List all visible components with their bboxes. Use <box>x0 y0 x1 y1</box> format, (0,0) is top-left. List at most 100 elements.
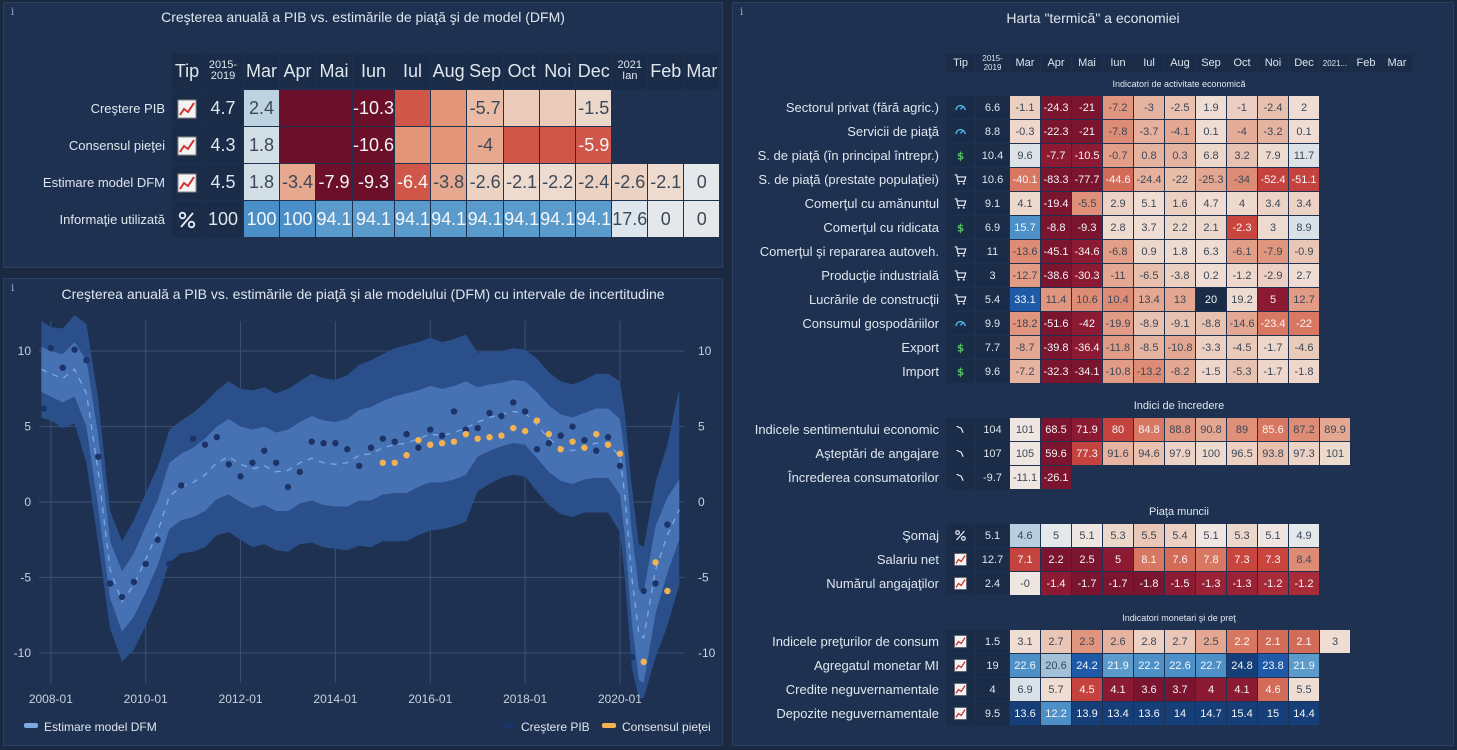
gdp-value-cell: -2.2 <box>540 164 576 200</box>
heat-value-cell: -2.4 <box>1258 96 1288 119</box>
heat-value-cell: 10.4 <box>1103 288 1133 311</box>
gdp-value-cell <box>612 90 647 126</box>
gdp-value-cell <box>316 127 352 163</box>
gdp-value-cell: 94.1 <box>316 201 352 237</box>
gdp-point <box>664 521 671 528</box>
heat-value-cell: -40.1 <box>1010 168 1040 191</box>
x-tick-label: 2012-01 <box>219 692 263 706</box>
heat-empty-cell <box>1320 678 1350 701</box>
gdp-point <box>652 580 659 587</box>
gdp-point <box>474 424 481 432</box>
gdp-value-cell: 0 <box>684 201 720 237</box>
heat-empty-cell <box>1382 524 1412 547</box>
heat-value-cell: 7.9 <box>1258 144 1288 167</box>
gdp-value-cell: 94.1 <box>353 201 395 237</box>
heat-table-row: Numărul angajaţilor 2.4 -0 -1.4 -1.7 -1.7 -1.8… <box>739 572 1412 595</box>
heat-empty-cell <box>1351 288 1381 311</box>
heat-avg-cell: 5.4 <box>976 288 1009 311</box>
heat-row-label: S. de piaţă (prestate populaţiei) <box>758 172 939 187</box>
gdp-header-cell: Oct <box>504 53 540 89</box>
gdp-table-row: Consensul pieţei 4.3 1.8 -10.6 -4 -5.9 <box>15 127 719 163</box>
heat-table-row: Sectorul privat (fără agric.) 6.6 -1.1 -24.… <box>739 96 1412 119</box>
heat-empty-cell <box>1382 336 1412 359</box>
gdp-value-cell <box>431 90 467 126</box>
gdp-avg-cell: 4.3 <box>203 127 243 163</box>
gdp-point <box>261 447 268 454</box>
heat-value-cell: -8.8 <box>1196 312 1226 335</box>
heat-empty-cell <box>1382 548 1412 571</box>
consensus-point <box>604 441 612 448</box>
heat-avg-cell: 3 <box>976 264 1009 287</box>
heat-empty-cell <box>1320 288 1350 311</box>
heat-value-cell: -3.7 <box>1134 120 1164 143</box>
cart-icon <box>946 192 975 215</box>
line-chart-icon <box>946 654 975 677</box>
gdp-point <box>355 462 363 469</box>
gdp-table-row: Estimare model DFM 4.5 1.8 -3.4 -7.9 -9.3 -6.4… <box>15 164 720 200</box>
heat-value-cell: -1.3 <box>1227 572 1257 595</box>
heat-value-cell: 15.4 <box>1227 702 1257 725</box>
gdp-value-cell: -2.4 <box>576 164 612 200</box>
speedometer-icon <box>946 120 975 143</box>
consensus-point <box>664 587 671 595</box>
gdp-value-cell: 1.8 <box>244 164 279 200</box>
line-chart-icon <box>172 164 202 200</box>
heat-table-row: Comerţul cu ridicata $6.9 15.7 -8.8 -9.3 2.8 3… <box>739 216 1412 239</box>
heat-empty-cell <box>1289 466 1319 489</box>
heat-empty-cell <box>1320 336 1350 359</box>
info-icon[interactable]: i <box>11 7 15 18</box>
heat-avg-cell: 11 <box>976 240 1009 263</box>
heat-value-cell: 4.6 <box>1258 678 1288 701</box>
heat-value-cell: -24.4 <box>1134 168 1164 191</box>
outer-uncertainty-band <box>41 314 680 699</box>
heat-value-cell: -8.2 <box>1165 360 1195 383</box>
heat-value-cell: -34.6 <box>1072 240 1102 263</box>
heat-value-cell: -2.5 <box>1165 96 1195 119</box>
x-tick-label: 2014-01 <box>313 692 357 706</box>
heat-value-cell: 21.9 <box>1103 654 1133 677</box>
gdp-value-cell: 0 <box>684 164 720 200</box>
gdp-value-cell <box>395 127 431 163</box>
gdp-value-cell: -5.7 <box>467 90 504 126</box>
line-chart-icon <box>946 572 975 595</box>
heat-value-cell: 23.8 <box>1258 654 1288 677</box>
heat-value-cell: 89 <box>1227 418 1257 441</box>
info-icon[interactable]: i <box>740 7 744 18</box>
heat-row-label: Indicele sentimentului economic <box>754 422 939 437</box>
heat-table-row: Indicele preţurilor de consum 1.5 3.1 2.7 2.… <box>739 630 1412 653</box>
y-tick-label-right: 10 <box>698 344 712 358</box>
heat-value-cell: 7.6 <box>1165 548 1195 571</box>
heat-empty-cell <box>1351 96 1381 119</box>
gdp-point <box>569 423 576 430</box>
heat-row-label: Servicii de piaţă <box>847 124 939 139</box>
info-icon[interactable]: i <box>11 283 15 294</box>
heat-value-cell: -11.1 <box>1010 466 1040 489</box>
heat-row-label: Comerţul cu amănuntul <box>804 196 939 211</box>
heat-value-cell: 6.3 <box>1196 240 1226 263</box>
dollar-icon: $ <box>946 216 975 239</box>
heat-table-row: S. de piaţă (în principal întrepr.) $10.4… <box>739 144 1412 167</box>
heat-value-cell: 68.5 <box>1041 418 1071 441</box>
gdp-header-cell: Iul <box>395 53 431 89</box>
heat-empty-cell <box>1351 336 1381 359</box>
heat-empty-cell <box>1351 572 1381 595</box>
heat-header-cell: 2021... <box>1320 54 1350 72</box>
heat-value-cell: 2.8 <box>1103 216 1133 239</box>
heat-value-cell: 80 <box>1103 418 1133 441</box>
heat-header-cell: Tip <box>946 54 975 72</box>
consensus-point <box>379 459 387 466</box>
heat-value-cell: 94.6 <box>1134 442 1164 465</box>
heat-value-cell: -1 <box>1227 96 1257 119</box>
heat-table-row: Lucrările de construcţii 5.4 33.1 11.4 10.6 1… <box>739 288 1412 311</box>
consensus-point <box>521 427 529 435</box>
heat-value-cell: 20 <box>1196 288 1226 311</box>
gdp-point <box>391 438 398 445</box>
consensus-point <box>557 446 564 453</box>
gdp-value-cell: 94.1 <box>395 201 431 237</box>
heat-value-cell: 0.9 <box>1134 240 1164 263</box>
heat-value-cell: 5.1 <box>1196 524 1226 547</box>
gdp-row-label: Creştere PIB <box>90 100 165 116</box>
gdp-point <box>95 453 102 460</box>
heat-value-cell: 1.8 <box>1165 240 1195 263</box>
heat-value-cell: -9.1 <box>1165 312 1195 335</box>
